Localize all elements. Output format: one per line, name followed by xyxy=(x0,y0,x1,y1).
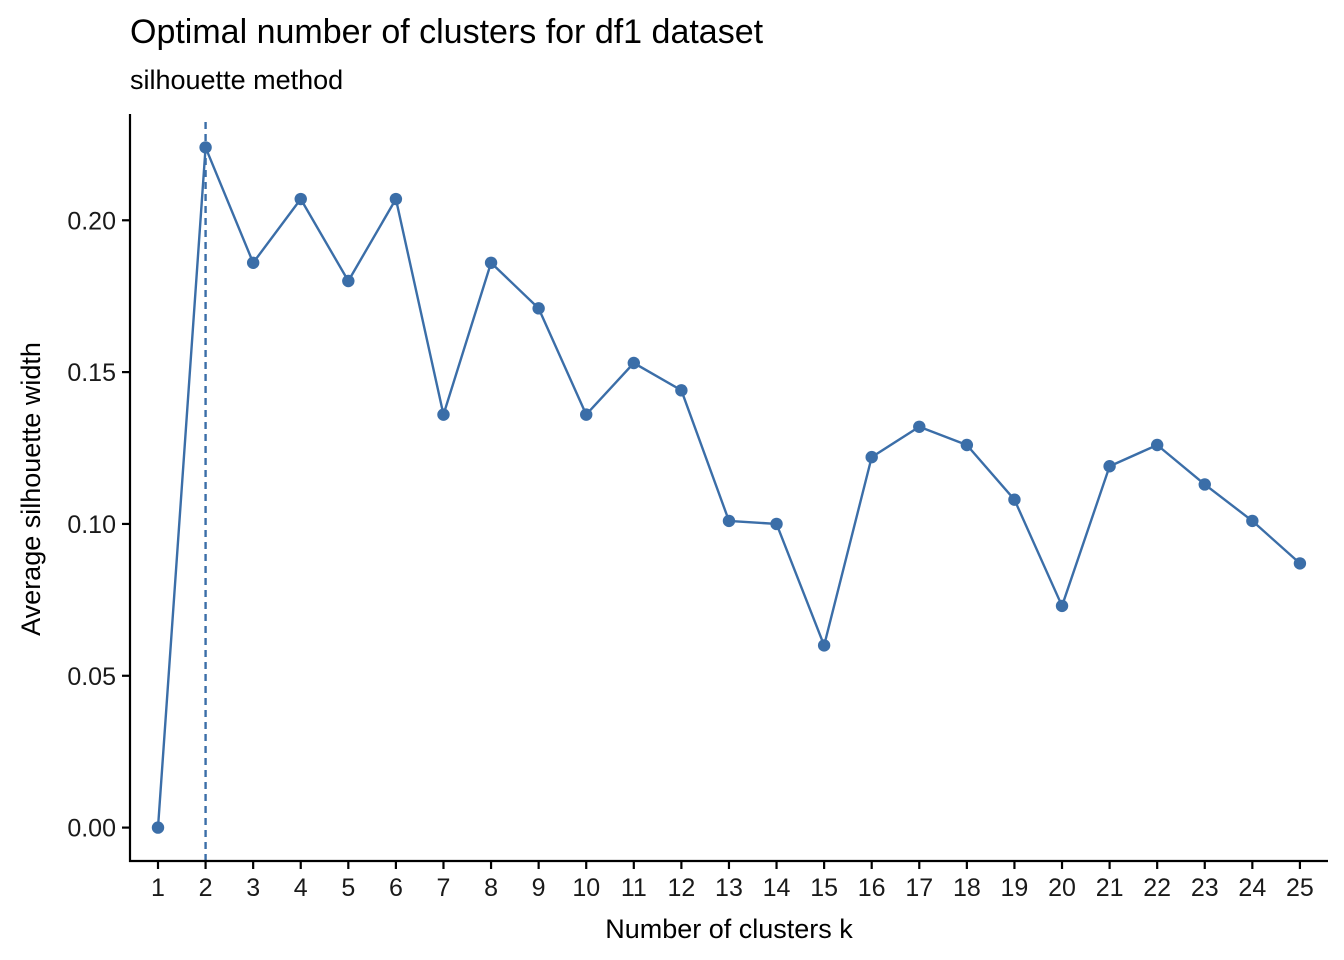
y-tick-label: 0.10 xyxy=(67,511,116,539)
data-point-k4 xyxy=(294,192,307,206)
x-tick-label: 19 xyxy=(1001,874,1029,902)
data-point-k20 xyxy=(1055,599,1069,613)
axes-layer: 0.000.050.100.150.201 2 3 4 5 6 7 8 9 10 11 12 13 14 1… xyxy=(67,114,1328,902)
chart-subtitle: silhouette method xyxy=(130,65,344,95)
data-point-k5 xyxy=(342,274,355,288)
x-tick-label: 1 xyxy=(151,874,165,902)
x-tick-label: 20 xyxy=(1048,874,1076,902)
x-tick-label: 5 xyxy=(341,874,355,902)
data-point-k21 xyxy=(1103,460,1116,473)
data-point-k25 xyxy=(1293,557,1307,570)
data-point-k1 xyxy=(151,821,165,834)
x-tick-label: 7 xyxy=(437,874,451,902)
x-tick-label: 9 xyxy=(532,874,546,902)
y-axis-title: Average silhouette width xyxy=(16,342,46,636)
data-point-k14 xyxy=(770,517,783,531)
x-tick-label: 12 xyxy=(667,874,695,902)
y-tick-label: 0.20 xyxy=(67,207,116,235)
x-tick-label: 2 xyxy=(199,874,213,902)
data-point-k18 xyxy=(960,438,974,452)
data-point-k9 xyxy=(532,302,545,315)
data-point-k23 xyxy=(1198,478,1211,491)
data-point-k2 xyxy=(199,141,212,154)
x-tick-label: 6 xyxy=(389,874,403,902)
data-point-k10 xyxy=(580,408,593,421)
x-tick-label: 21 xyxy=(1096,874,1124,902)
series-layer xyxy=(151,141,1307,834)
data-point-k24 xyxy=(1246,514,1259,528)
x-tick-label: 10 xyxy=(572,874,600,902)
x-tick-label: 23 xyxy=(1191,874,1219,902)
data-point-k19 xyxy=(1008,493,1021,506)
x-tick-label: 8 xyxy=(484,874,498,902)
data-point-k17 xyxy=(913,420,926,433)
x-tick-label: 11 xyxy=(621,874,647,902)
data-point-k3 xyxy=(246,256,260,269)
chart-title: Optimal number of clusters for df1 datas… xyxy=(130,13,764,51)
x-tick-label: 18 xyxy=(953,874,981,902)
y-tick-label: 0.15 xyxy=(67,359,116,387)
x-tick-label: 15 xyxy=(810,874,838,902)
x-tick-label: 4 xyxy=(294,874,308,902)
y-tick-label: 0.05 xyxy=(67,663,116,691)
data-point-k6 xyxy=(389,192,403,206)
data-point-k15 xyxy=(817,639,831,652)
x-tick-label: 17 xyxy=(905,874,933,902)
x-tick-label: 24 xyxy=(1238,874,1266,902)
data-point-k11 xyxy=(627,356,640,370)
x-tick-label: 22 xyxy=(1143,874,1171,902)
x-tick-label: 25 xyxy=(1286,874,1314,902)
y-tick-label: 0.00 xyxy=(67,815,116,843)
data-point-k12 xyxy=(675,384,688,397)
x-tick-label: 16 xyxy=(858,874,886,902)
data-point-k16 xyxy=(865,450,878,464)
data-point-k13 xyxy=(722,514,736,528)
x-tick-label: 13 xyxy=(715,874,743,902)
data-point-k8 xyxy=(484,256,498,269)
data-point-k22 xyxy=(1150,438,1164,452)
x-tick-label: 14 xyxy=(763,874,791,902)
silhouette-series-line xyxy=(156,146,1301,828)
x-axis-title: Number of clusters k xyxy=(605,914,853,944)
x-tick-label: 3 xyxy=(246,874,260,902)
data-point-k7 xyxy=(437,408,450,421)
